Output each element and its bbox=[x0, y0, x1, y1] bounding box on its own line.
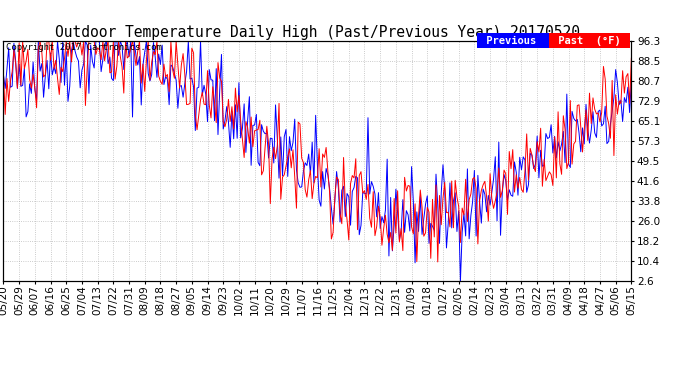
Past  (°F) bbox=[0, 72, 8, 76]
Past  (°F) bbox=[19, 39, 27, 44]
Past  (°F) bbox=[380, 226, 388, 231]
Previous  (°F) bbox=[118, 44, 126, 48]
Previous  (°F) bbox=[627, 78, 635, 82]
Previous  (°F) bbox=[17, 84, 25, 88]
Past  (°F) bbox=[118, 64, 126, 69]
Past  (°F) bbox=[17, 83, 25, 87]
Previous  (°F) bbox=[359, 190, 367, 195]
Previous  (°F) bbox=[456, 279, 464, 284]
Past  (°F) bbox=[554, 110, 562, 114]
Line: Previous  (°F): Previous (°F) bbox=[3, 41, 631, 281]
Text: Past  (°F): Past (°F) bbox=[552, 36, 627, 46]
Past  (°F) bbox=[359, 191, 367, 195]
Line: Past  (°F): Past (°F) bbox=[3, 41, 631, 262]
Text: Copyright 2017 Cartronics.com: Copyright 2017 Cartronics.com bbox=[6, 43, 161, 52]
Title: Outdoor Temperature Daily High (Past/Previous Year) 20170520: Outdoor Temperature Daily High (Past/Pre… bbox=[55, 25, 580, 40]
Previous  (°F) bbox=[34, 39, 43, 44]
Previous  (°F) bbox=[554, 140, 562, 144]
Past  (°F) bbox=[393, 189, 402, 193]
Past  (°F) bbox=[627, 56, 635, 60]
Previous  (°F) bbox=[380, 220, 388, 225]
Past  (°F) bbox=[433, 260, 442, 264]
Text: Previous  (°F): Previous (°F) bbox=[480, 36, 580, 46]
Previous  (°F) bbox=[0, 73, 8, 77]
Previous  (°F) bbox=[393, 211, 402, 215]
